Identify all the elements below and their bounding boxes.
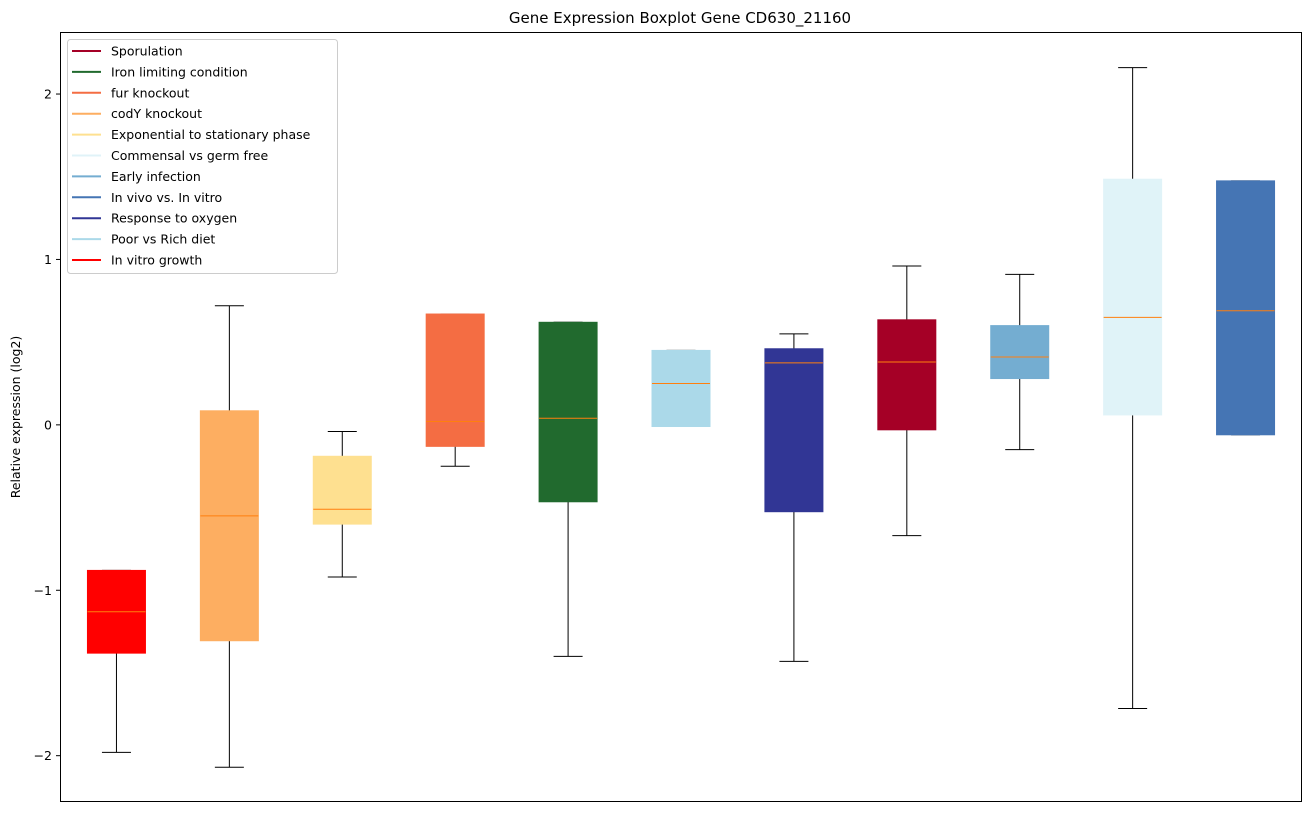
legend-label: codY knockout [111, 106, 202, 121]
legend-label: Exponential to stationary phase [111, 127, 311, 142]
box-body [538, 321, 598, 503]
legend-label: Iron limiting condition [111, 64, 248, 79]
box-response-to-oxygen [764, 333, 824, 662]
y-tick-label: 1 [44, 252, 52, 267]
legend: Sporulation Iron limiting condition fur kn… [67, 39, 338, 274]
legend-label: Sporulation [111, 44, 183, 59]
legend-label: Poor vs Rich diet [111, 232, 215, 247]
y-axis-label: Relative expression (log2) [8, 336, 23, 499]
box-body [1216, 180, 1276, 436]
box-body [199, 410, 259, 642]
legend-item: Poor vs Rich diet [72, 232, 215, 247]
legend-label: Commensal vs germ free [111, 148, 268, 163]
legend-item: fur knockout [72, 85, 189, 100]
box-sporulation [877, 265, 937, 537]
box-in-vivo-vs-in-vitro [1216, 180, 1276, 436]
legend-item: Iron limiting condition [72, 64, 248, 79]
box-body [877, 319, 937, 431]
box-body [425, 313, 485, 447]
legend-item: Exponential to stationary phase [72, 127, 311, 142]
legend-label: fur knockout [111, 85, 189, 100]
box-cody-knockout [199, 305, 259, 768]
box-body [1103, 178, 1163, 416]
legend-item: In vivo vs. In vitro [72, 190, 222, 205]
legend-item: Commensal vs germ free [72, 148, 268, 163]
legend-item: codY knockout [72, 106, 202, 121]
legend-label: In vivo vs. In vitro [111, 190, 222, 205]
legend-label: In vitro growth [111, 253, 202, 268]
legend-item: In vitro growth [72, 253, 202, 268]
box-iron-limiting-condition [538, 321, 598, 657]
box-fur-knockout [425, 313, 485, 467]
legend-frame [67, 39, 338, 274]
legend-label: Early infection [111, 169, 201, 184]
chart-title: Gene Expression Boxplot Gene CD630_21160 [509, 9, 851, 28]
box-early-infection [990, 273, 1050, 451]
y-tick-label: −2 [34, 748, 52, 763]
box-body [764, 348, 824, 513]
box-body [651, 349, 711, 428]
box-in-vitro-growth [86, 569, 146, 753]
legend-item: Early infection [72, 169, 201, 184]
legend-label: Response to oxygen [111, 211, 237, 226]
y-tick-label: 0 [44, 417, 52, 432]
box-body [312, 455, 372, 525]
y-tick-label: −1 [34, 583, 52, 598]
box-exponential-to-stationary-phase [312, 430, 372, 578]
plot-frame [60, 32, 1302, 802]
y-tick-label: 2 [44, 87, 52, 102]
box-commensal-vs-germ-free [1103, 67, 1163, 710]
box-body [990, 325, 1050, 380]
legend-item: Sporulation [72, 44, 183, 59]
box-poor-vs-rich-diet [651, 349, 711, 428]
legend-item: Response to oxygen [72, 211, 237, 226]
